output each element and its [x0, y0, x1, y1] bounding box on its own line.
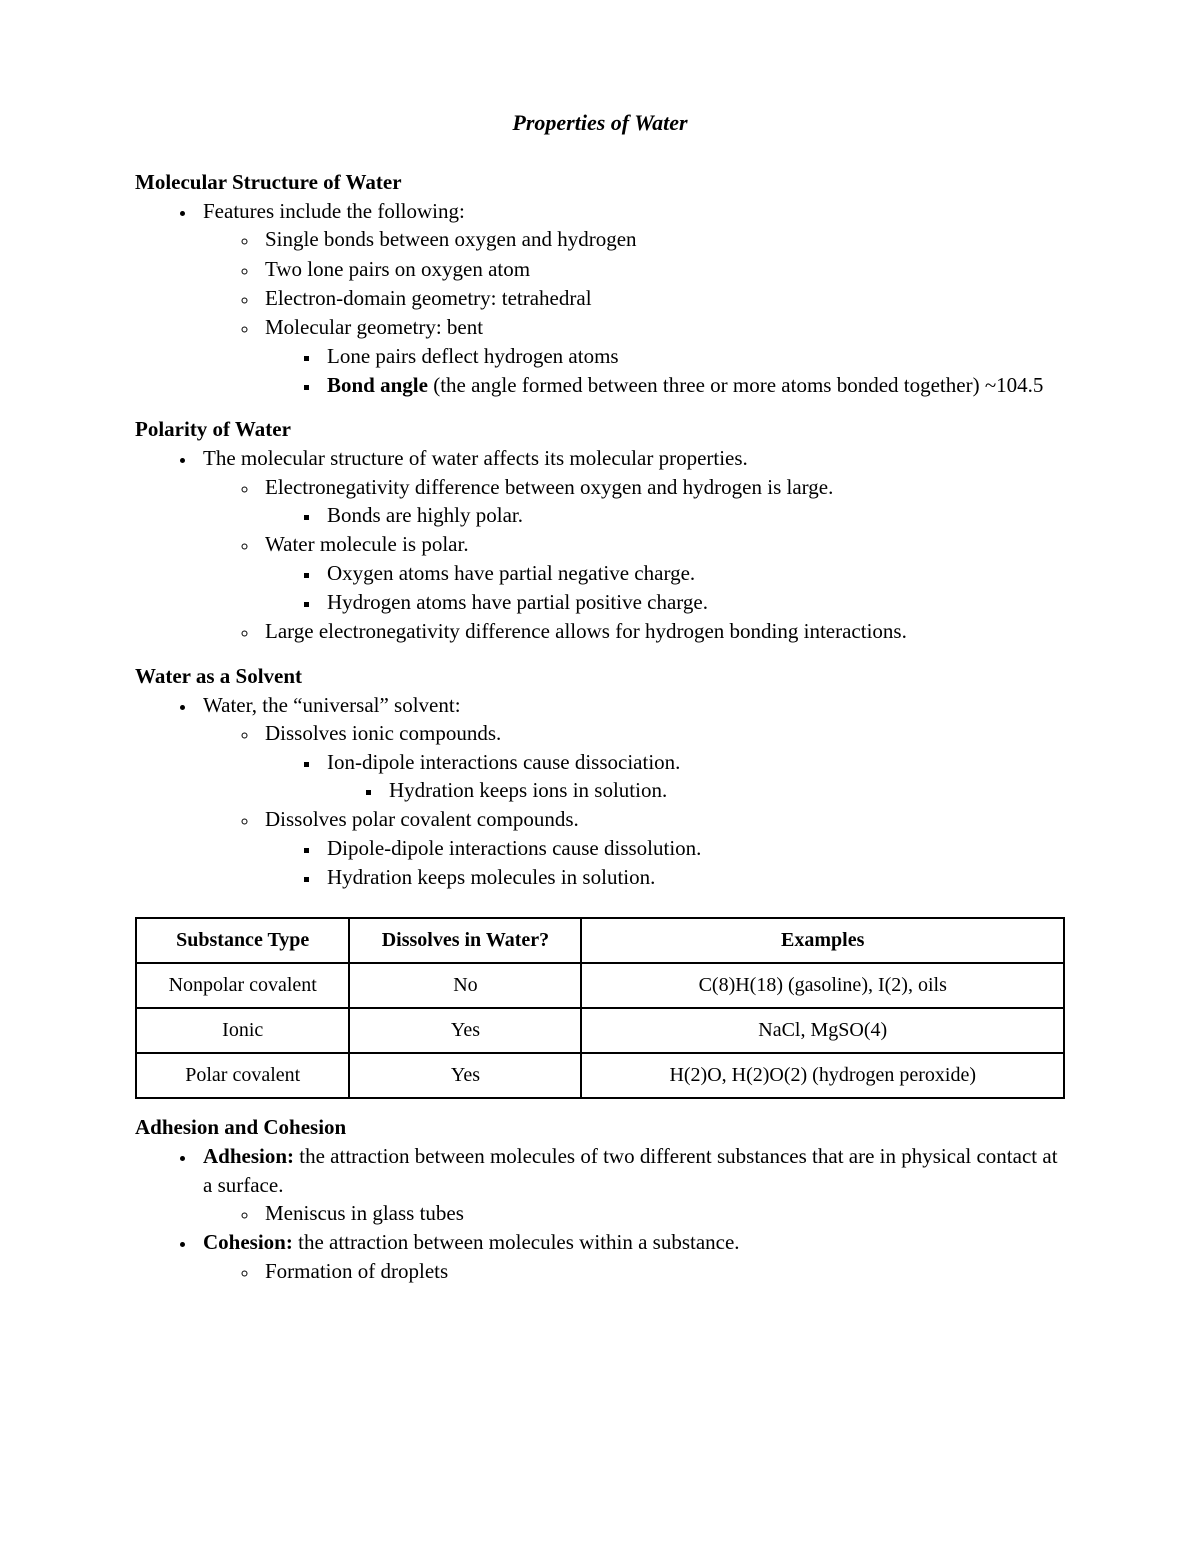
list-polarity: The molecular structure of water affects…	[135, 444, 1065, 645]
bullet-text: Water molecule is polar.	[265, 532, 469, 556]
list-item: Features include the following: Single b…	[197, 197, 1065, 399]
bullet-text: Ion-dipole interactions cause dissociati…	[327, 750, 680, 774]
heading-adhesion: Adhesion and Cohesion	[135, 1115, 1065, 1140]
list-item: Adhesion: the attraction between molecul…	[197, 1142, 1065, 1227]
sublist: Dipole-dipole interactions cause dissolu…	[265, 834, 1065, 892]
list-item: Meniscus in glass tubes	[259, 1199, 1065, 1227]
document-title: Properties of Water	[135, 110, 1065, 136]
bullet-text: Molecular geometry: bent	[265, 315, 483, 339]
bullet-text: Water, the “universal” solvent:	[203, 693, 461, 717]
table-header: Dissolves in Water?	[349, 918, 581, 963]
list-item: Formation of droplets	[259, 1257, 1065, 1285]
list-item: Bonds are highly polar.	[321, 501, 1065, 529]
table-cell: No	[349, 963, 581, 1008]
bullet-text: Dissolves ionic compounds.	[265, 721, 501, 745]
sublist: Ion-dipole interactions cause dissociati…	[265, 748, 1065, 805]
document-page: Properties of Water Molecular Structure …	[0, 0, 1200, 1553]
bold-term: Cohesion:	[203, 1230, 293, 1254]
list-item: Hydrogen atoms have partial positive cha…	[321, 588, 1065, 616]
bullet-text: Features include the following:	[203, 199, 465, 223]
list-item: Hydration keeps molecules in solution.	[321, 863, 1065, 891]
list-item: Dissolves polar covalent compounds. Dipo…	[259, 805, 1065, 891]
sublist: Hydration keeps ions in solution.	[327, 776, 1065, 804]
list-item: Large electronegativity difference allow…	[259, 617, 1065, 645]
sublist: Formation of droplets	[203, 1257, 1065, 1285]
list-item: Dipole-dipole interactions cause dissolu…	[321, 834, 1065, 862]
list-item: Molecular geometry: bent Lone pairs defl…	[259, 313, 1065, 399]
list-item: The molecular structure of water affects…	[197, 444, 1065, 645]
bullet-text: Electronegativity difference between oxy…	[265, 475, 833, 499]
bullet-text: Dissolves polar covalent compounds.	[265, 807, 579, 831]
table-header: Examples	[581, 918, 1064, 963]
list-item: Electronegativity difference between oxy…	[259, 473, 1065, 530]
solubility-table: Substance Type Dissolves in Water? Examp…	[135, 917, 1065, 1099]
sublist: Oxygen atoms have partial negative charg…	[265, 559, 1065, 617]
list-item: Water molecule is polar. Oxygen atoms ha…	[259, 530, 1065, 616]
heading-solvent: Water as a Solvent	[135, 664, 1065, 689]
table-cell: Yes	[349, 1008, 581, 1053]
list-item: Bond angle (the angle formed between thr…	[321, 371, 1065, 399]
heading-molecular: Molecular Structure of Water	[135, 170, 1065, 195]
sublist: Single bonds between oxygen and hydrogen…	[203, 225, 1065, 399]
list-item: Two lone pairs on oxygen atom	[259, 255, 1065, 283]
section-polarity: Polarity of Water The molecular structur…	[135, 417, 1065, 645]
section-molecular-structure: Molecular Structure of Water Features in…	[135, 170, 1065, 399]
list-item: Cohesion: the attraction between molecul…	[197, 1228, 1065, 1285]
sublist: Lone pairs deflect hydrogen atoms Bond a…	[265, 342, 1065, 400]
bold-term: Adhesion:	[203, 1144, 294, 1168]
bullet-text: the attraction between molecules within …	[293, 1230, 740, 1254]
table-cell: H(2)O, H(2)O(2) (hydrogen peroxide)	[581, 1053, 1064, 1098]
table-row: Polar covalent Yes H(2)O, H(2)O(2) (hydr…	[136, 1053, 1064, 1098]
sublist: Meniscus in glass tubes	[203, 1199, 1065, 1227]
table-cell: Nonpolar covalent	[136, 963, 349, 1008]
table-row: Ionic Yes NaCl, MgSO(4)	[136, 1008, 1064, 1053]
list-item: Water, the “universal” solvent: Dissolve…	[197, 691, 1065, 891]
list-item: Ion-dipole interactions cause dissociati…	[321, 748, 1065, 805]
table-cell: C(8)H(18) (gasoline), I(2), oils	[581, 963, 1064, 1008]
list-item: Single bonds between oxygen and hydrogen	[259, 225, 1065, 253]
table-cell: Polar covalent	[136, 1053, 349, 1098]
list-item: Electron-domain geometry: tetrahedral	[259, 284, 1065, 312]
sublist: Electronegativity difference between oxy…	[203, 473, 1065, 646]
bullet-text: The molecular structure of water affects…	[203, 446, 748, 470]
list-molecular: Features include the following: Single b…	[135, 197, 1065, 399]
table-cell: Yes	[349, 1053, 581, 1098]
sublist: Dissolves ionic compounds. Ion-dipole in…	[203, 719, 1065, 891]
list-solvent: Water, the “universal” solvent: Dissolve…	[135, 691, 1065, 891]
table-cell: NaCl, MgSO(4)	[581, 1008, 1064, 1053]
list-item: Lone pairs deflect hydrogen atoms	[321, 342, 1065, 370]
table-cell: Ionic	[136, 1008, 349, 1053]
heading-polarity: Polarity of Water	[135, 417, 1065, 442]
list-item: Oxygen atoms have partial negative charg…	[321, 559, 1065, 587]
bold-term: Bond angle	[327, 373, 428, 397]
bullet-text: (the angle formed between three or more …	[428, 373, 1043, 397]
list-item: Hydration keeps ions in solution.	[383, 776, 1065, 804]
table-header-row: Substance Type Dissolves in Water? Examp…	[136, 918, 1064, 963]
section-adhesion-cohesion: Adhesion and Cohesion Adhesion: the attr…	[135, 1115, 1065, 1285]
table-header: Substance Type	[136, 918, 349, 963]
section-solvent: Water as a Solvent Water, the “universal…	[135, 664, 1065, 891]
table-row: Nonpolar covalent No C(8)H(18) (gasoline…	[136, 963, 1064, 1008]
sublist: Bonds are highly polar.	[265, 501, 1065, 529]
bullet-text: the attraction between molecules of two …	[203, 1144, 1058, 1196]
list-adhesion: Adhesion: the attraction between molecul…	[135, 1142, 1065, 1285]
list-item: Dissolves ionic compounds. Ion-dipole in…	[259, 719, 1065, 804]
